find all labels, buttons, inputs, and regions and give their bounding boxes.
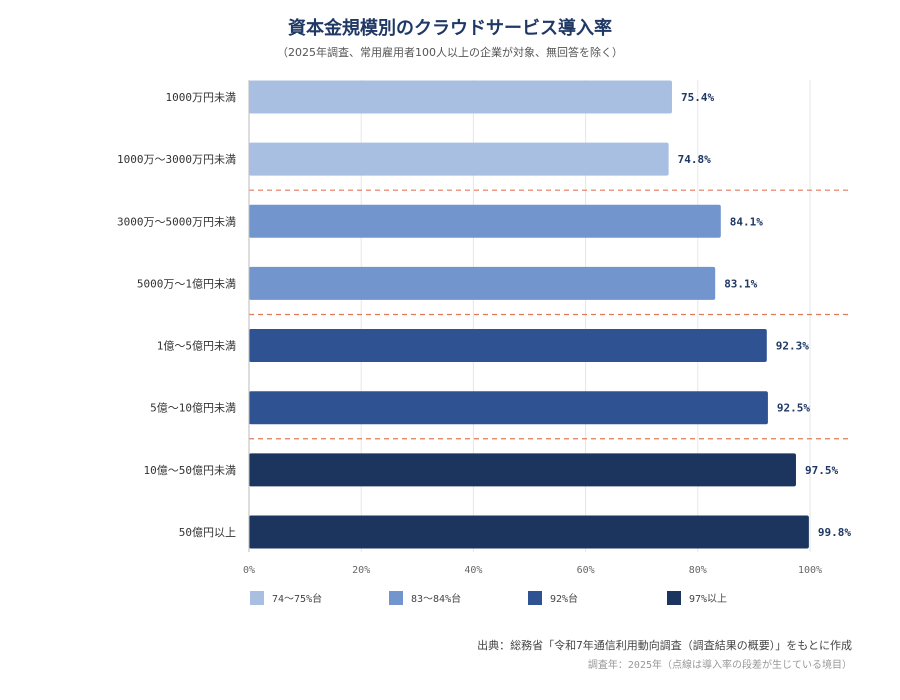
category-label-1: 1000万～3000万円未満 (117, 153, 236, 166)
x-tick-label-4: 80% (689, 565, 707, 576)
survey-note: 調査年：2025年（点線は導入率の段差が生じている境目） (587, 660, 852, 671)
bar-6 (249, 453, 796, 487)
bar-5 (249, 391, 768, 425)
value-label-0: 75.4% (681, 91, 714, 104)
x-tick-label-5: 100% (798, 565, 822, 576)
source-note: 出典：総務省「令和7年通信利用動向調査（調査結果の概要）」をもとに作成 (477, 639, 852, 652)
legend-label-1: 83～84%台 (411, 592, 461, 605)
category-label-6: 10億～50億円未満 (144, 464, 237, 477)
x-tick-label-2: 40% (464, 565, 482, 576)
category-label-5: 5億～10億円未満 (150, 402, 236, 415)
x-tick-label-0: 0% (243, 565, 255, 576)
legend-swatch-0 (250, 591, 264, 605)
x-tick-label-1: 20% (352, 565, 370, 576)
value-label-1: 74.8% (678, 153, 711, 166)
bar-1 (249, 142, 669, 176)
category-label-3: 5000万～1億円未満 (137, 277, 236, 290)
category-label-7: 50億円以上 (179, 526, 236, 539)
bar-3 (249, 266, 716, 300)
legend-swatch-3 (667, 591, 681, 605)
x-tick-label-3: 60% (577, 565, 595, 576)
bar-7 (249, 515, 809, 549)
value-label-2: 84.1% (730, 215, 763, 228)
legend-label-3: 97%以上 (689, 593, 727, 605)
chart-title: 資本金規模別のクラウドサービス導入率 (288, 18, 612, 39)
value-label-5: 92.5% (777, 402, 810, 415)
legend-swatch-1 (389, 591, 403, 605)
value-label-7: 99.8% (818, 526, 851, 539)
legend-swatch-2 (528, 591, 542, 605)
legend-label-0: 74～75%台 (272, 592, 322, 605)
category-label-2: 3000万～5000万円未満 (117, 215, 236, 228)
category-label-0: 1000万円未満 (166, 91, 237, 104)
bar-0 (249, 80, 672, 114)
legend-label-2: 92%台 (550, 592, 578, 605)
value-label-3: 83.1% (724, 277, 757, 290)
bar-2 (249, 204, 721, 238)
category-label-4: 1億～5億円未満 (157, 340, 236, 353)
chart-subtitle: （2025年調査、常用雇用者100人以上の企業が対象、無回答を除く） (277, 46, 623, 59)
value-label-4: 92.3% (776, 340, 809, 353)
value-label-6: 97.5% (805, 464, 838, 477)
bar-4 (249, 329, 767, 363)
